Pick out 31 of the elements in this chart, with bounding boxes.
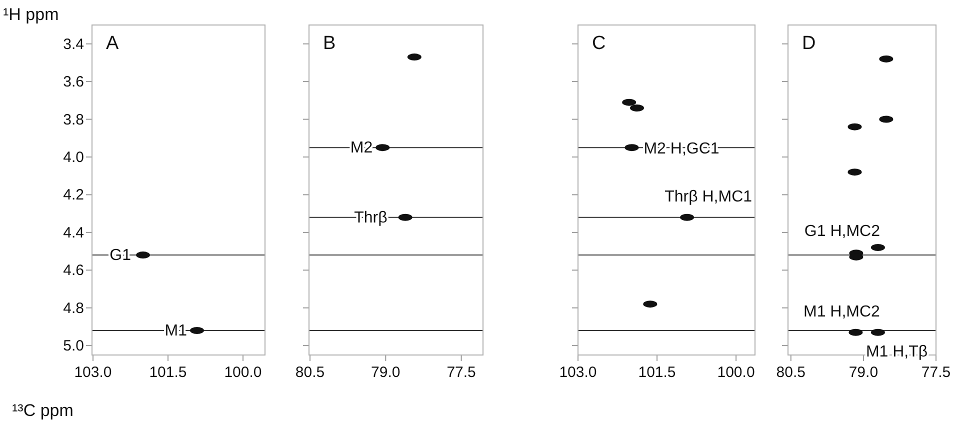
x-tick-label: 101.5 <box>638 364 676 381</box>
y-tick-label: 3.6 <box>63 74 84 91</box>
x-tick-label: 100.0 <box>224 364 262 381</box>
y-axis-title: ¹H ppm <box>3 5 59 24</box>
x-tick-label: 77.5 <box>446 364 476 381</box>
annotation: M1 H,MC2 <box>803 303 880 320</box>
y-tick-label: 3.8 <box>63 111 84 128</box>
x-tick-label: 103.0 <box>74 364 112 381</box>
chart-title: A <box>106 33 119 54</box>
x-tick-label: 77.5 <box>921 364 951 381</box>
annotation: M1 H,Tβ <box>866 343 928 360</box>
y-tick-label: 4.2 <box>63 186 84 204</box>
y-tick-label: 4.6 <box>63 262 84 280</box>
chart-title: B <box>323 33 336 54</box>
chart-title: C <box>592 33 606 54</box>
x-tick-label: 101.5 <box>149 364 187 381</box>
x-axis-title: ¹³C ppm <box>12 401 74 420</box>
x-tick-label: 80.5 <box>295 364 325 381</box>
annotation: G1 H,MC2 <box>804 223 880 240</box>
x-tick-label: 80.5 <box>776 364 806 381</box>
y-tick-label: 5.0 <box>63 338 84 355</box>
y-tick-label: 3.4 <box>63 36 84 53</box>
x-tick-label: 100.0 <box>717 364 755 381</box>
x-tick-label: 103.0 <box>559 364 597 381</box>
y-tick-label: 4.8 <box>63 300 84 317</box>
x-tick-label: 79.0 <box>371 364 400 381</box>
y-tick-label: 4.4 <box>63 224 84 242</box>
y-tick-label: 4.0 <box>63 149 84 166</box>
x-tick-label: 79.0 <box>848 364 878 381</box>
chart-title: D <box>802 33 816 54</box>
annotation: Thrβ H,MC1 <box>664 188 752 206</box>
